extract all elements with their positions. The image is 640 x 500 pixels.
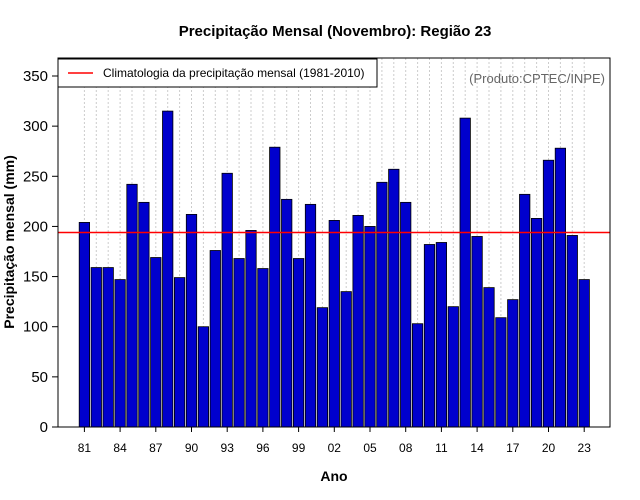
bar-98 <box>281 198 293 428</box>
bar-97 <box>269 146 281 428</box>
bar-22 <box>566 235 578 428</box>
bar-23 <box>578 279 590 428</box>
bar-96 <box>257 268 269 428</box>
bar-19 <box>531 218 543 428</box>
bar-16 <box>495 317 507 428</box>
bar-15 <box>483 287 495 428</box>
bar-83 <box>102 267 114 428</box>
bar-95 <box>245 230 257 428</box>
x-tick-label-11: 11 <box>435 441 448 455</box>
x-tick-label-96: 96 <box>256 441 270 455</box>
bar-13 <box>459 117 471 428</box>
bar-03 <box>340 291 352 428</box>
x-tick-label-08: 08 <box>399 441 413 455</box>
x-tick-label-93: 93 <box>221 441 235 455</box>
y-axis: 0 50 100 150 200 250 300 350 <box>23 68 59 436</box>
bar-81 <box>78 222 90 428</box>
bar-12 <box>447 306 459 428</box>
x-tick-label-99: 99 <box>292 441 306 455</box>
y-tick-label-250: 250 <box>23 168 48 185</box>
source-note: (Produto:CPTEC/INPE) <box>469 71 605 86</box>
bar-00 <box>304 203 317 428</box>
y-axis-title: Precipitação mensal (mm) <box>1 155 17 329</box>
bar-92 <box>209 250 221 428</box>
bar-86 <box>138 201 150 428</box>
bar-21 <box>554 147 567 428</box>
legend-box <box>57 58 378 88</box>
bar-91 <box>197 326 209 428</box>
bar-14 <box>471 236 483 428</box>
x-tick-label-81: 81 <box>78 441 92 455</box>
x-tick-label-05: 05 <box>363 441 377 455</box>
x-tick-label-84: 84 <box>113 441 127 455</box>
bar-series <box>78 110 590 428</box>
bar-09 <box>411 323 424 428</box>
bar-87 <box>150 257 162 428</box>
x-tick-label-20: 20 <box>542 441 556 455</box>
chart-title: Precipitação Mensal (Novembro): Região 2… <box>179 23 492 40</box>
bar-08 <box>400 201 412 428</box>
bar-20 <box>542 159 555 428</box>
x-tick-label-02: 02 <box>328 441 342 455</box>
y-tick-label-100: 100 <box>23 319 48 336</box>
x-tick-label-23: 23 <box>578 441 592 455</box>
bar-07 <box>388 168 400 428</box>
bar-90 <box>185 213 198 428</box>
y-tick-label-0: 0 <box>40 419 48 436</box>
bar-17 <box>507 299 519 428</box>
y-tick-label-150: 150 <box>23 269 48 286</box>
bar-10 <box>423 244 436 428</box>
x-axis-title: Ano <box>320 468 347 484</box>
bar-89 <box>173 277 186 428</box>
bar-85 <box>126 183 138 428</box>
bar-18 <box>519 193 531 428</box>
x-tick-label-17: 17 <box>506 441 520 455</box>
x-tick-label-14: 14 <box>470 441 484 455</box>
bar-04 <box>352 214 364 428</box>
bar-02 <box>328 220 340 428</box>
bar-05 <box>364 226 376 428</box>
legend-entry-label: Climatologia da precipitação mensal (198… <box>103 66 364 80</box>
y-tick-label-300: 300 <box>23 118 48 135</box>
x-tick-label-87: 87 <box>149 441 163 455</box>
x-tick-label-90: 90 <box>185 441 199 455</box>
bar-82 <box>90 267 102 428</box>
bar-93 <box>221 172 233 428</box>
y-tick-label-50: 50 <box>31 369 48 386</box>
y-tick-label-200: 200 <box>23 218 48 235</box>
bar-11 <box>435 242 448 428</box>
bar-84 <box>114 279 126 428</box>
bar-01 <box>316 307 329 428</box>
bar-94 <box>233 258 245 428</box>
legend: Climatologia da precipitação mensal (198… <box>57 58 378 88</box>
bar-06 <box>376 181 388 428</box>
x-axis: 81 84 87 90 93 96 99 02 05 08 11 14 17 20 23 <box>78 427 591 455</box>
y-tick-label-350: 350 <box>23 68 48 85</box>
bar-99 <box>292 258 305 428</box>
bar-88 <box>162 110 174 428</box>
